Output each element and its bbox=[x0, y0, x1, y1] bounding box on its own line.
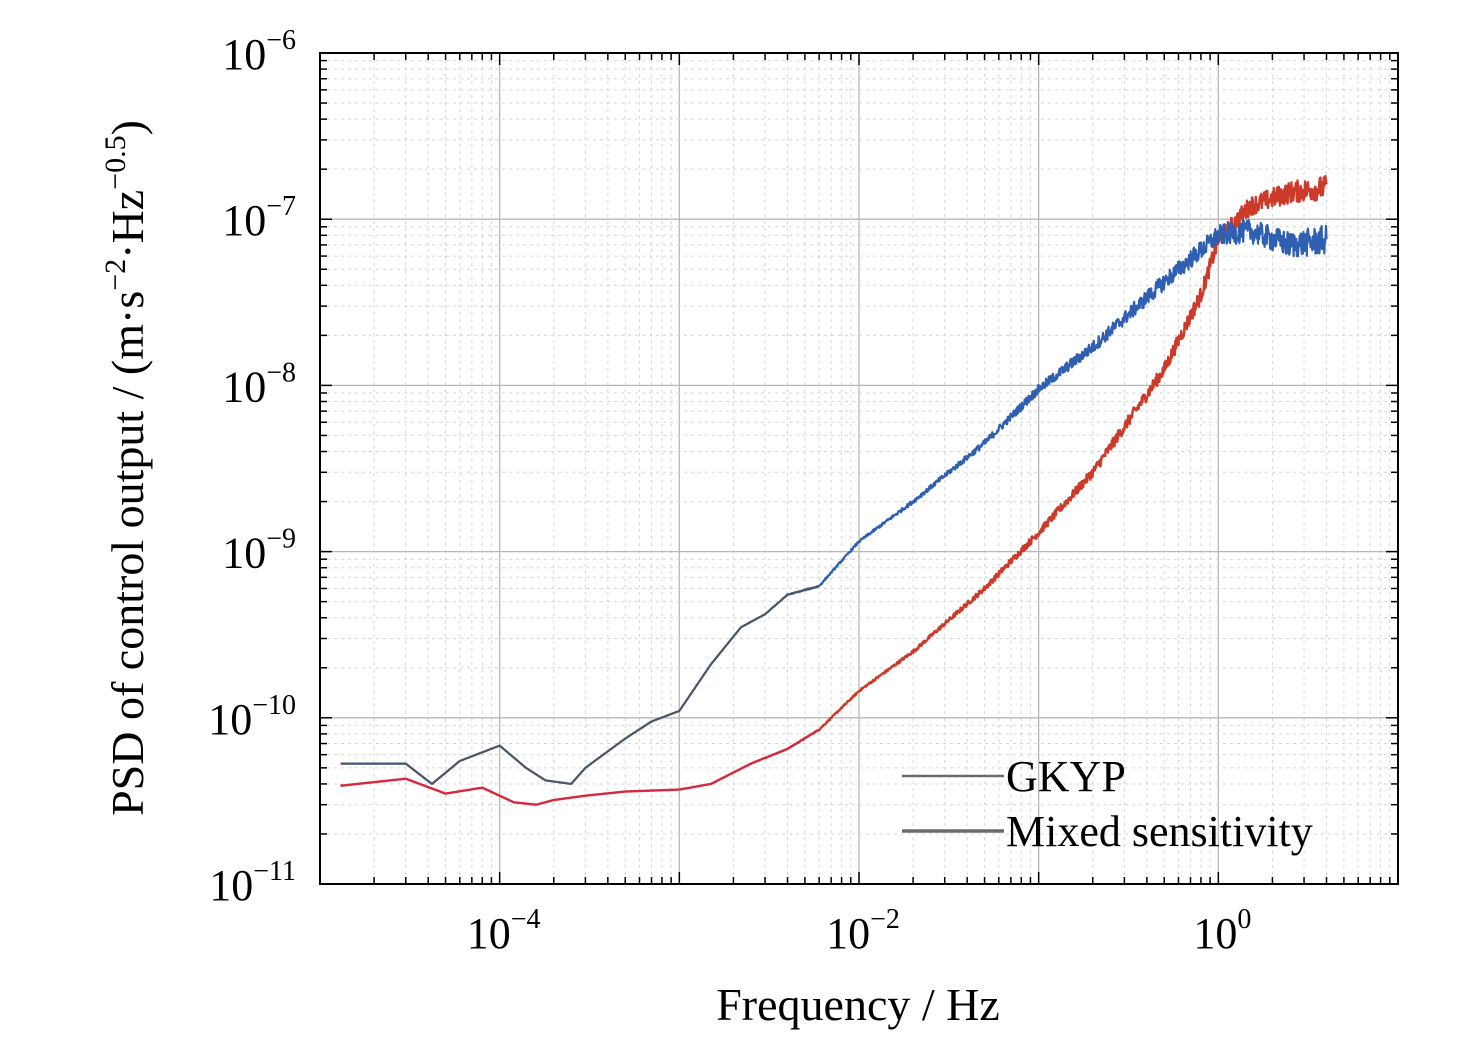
y-tick-label: 10−6 bbox=[222, 25, 296, 79]
y-tick-label: 10−7 bbox=[222, 191, 296, 245]
y-tick-label: 10−8 bbox=[222, 357, 296, 411]
y-axis-label-mid: ·Hz bbox=[102, 190, 153, 259]
y-tick-label: 10−10 bbox=[208, 690, 296, 744]
y-axis-label: PSD of control output / (m·s−2·Hz−0.5) bbox=[99, 120, 153, 816]
grid bbox=[319, 53, 1398, 885]
x-axis-label: Frequency / Hz bbox=[716, 979, 1000, 1030]
x-tick-label: 100 bbox=[1193, 904, 1251, 958]
y-tick-label: 10−9 bbox=[222, 524, 296, 578]
y-axis-label-main: PSD of control output / (m·s bbox=[102, 291, 153, 816]
ticks: 10−4 10−2 100 10−11 10−10 10−9 10−8 10−7 10−6 bbox=[208, 25, 1399, 958]
y-axis-label-end: ) bbox=[102, 120, 153, 135]
legend-label-gkyp: GKYP bbox=[1006, 752, 1126, 801]
legend: GKYP Mixed sensitivity bbox=[902, 752, 1313, 856]
series-mixed-sensitivity-lowfreq bbox=[340, 728, 820, 806]
legend-label-mixed: Mixed sensitivity bbox=[1006, 807, 1313, 856]
series-gkyp-lowfreq bbox=[340, 585, 820, 785]
x-tick-label: 10−2 bbox=[826, 904, 900, 958]
series-layer bbox=[339, 174, 1328, 806]
y-axis-label-exp2: −0.5 bbox=[99, 135, 132, 189]
x-tick-label: 10−4 bbox=[467, 904, 541, 958]
y-tick-label: 10−11 bbox=[209, 856, 296, 910]
y-axis-label-exp1: −2 bbox=[99, 259, 132, 291]
